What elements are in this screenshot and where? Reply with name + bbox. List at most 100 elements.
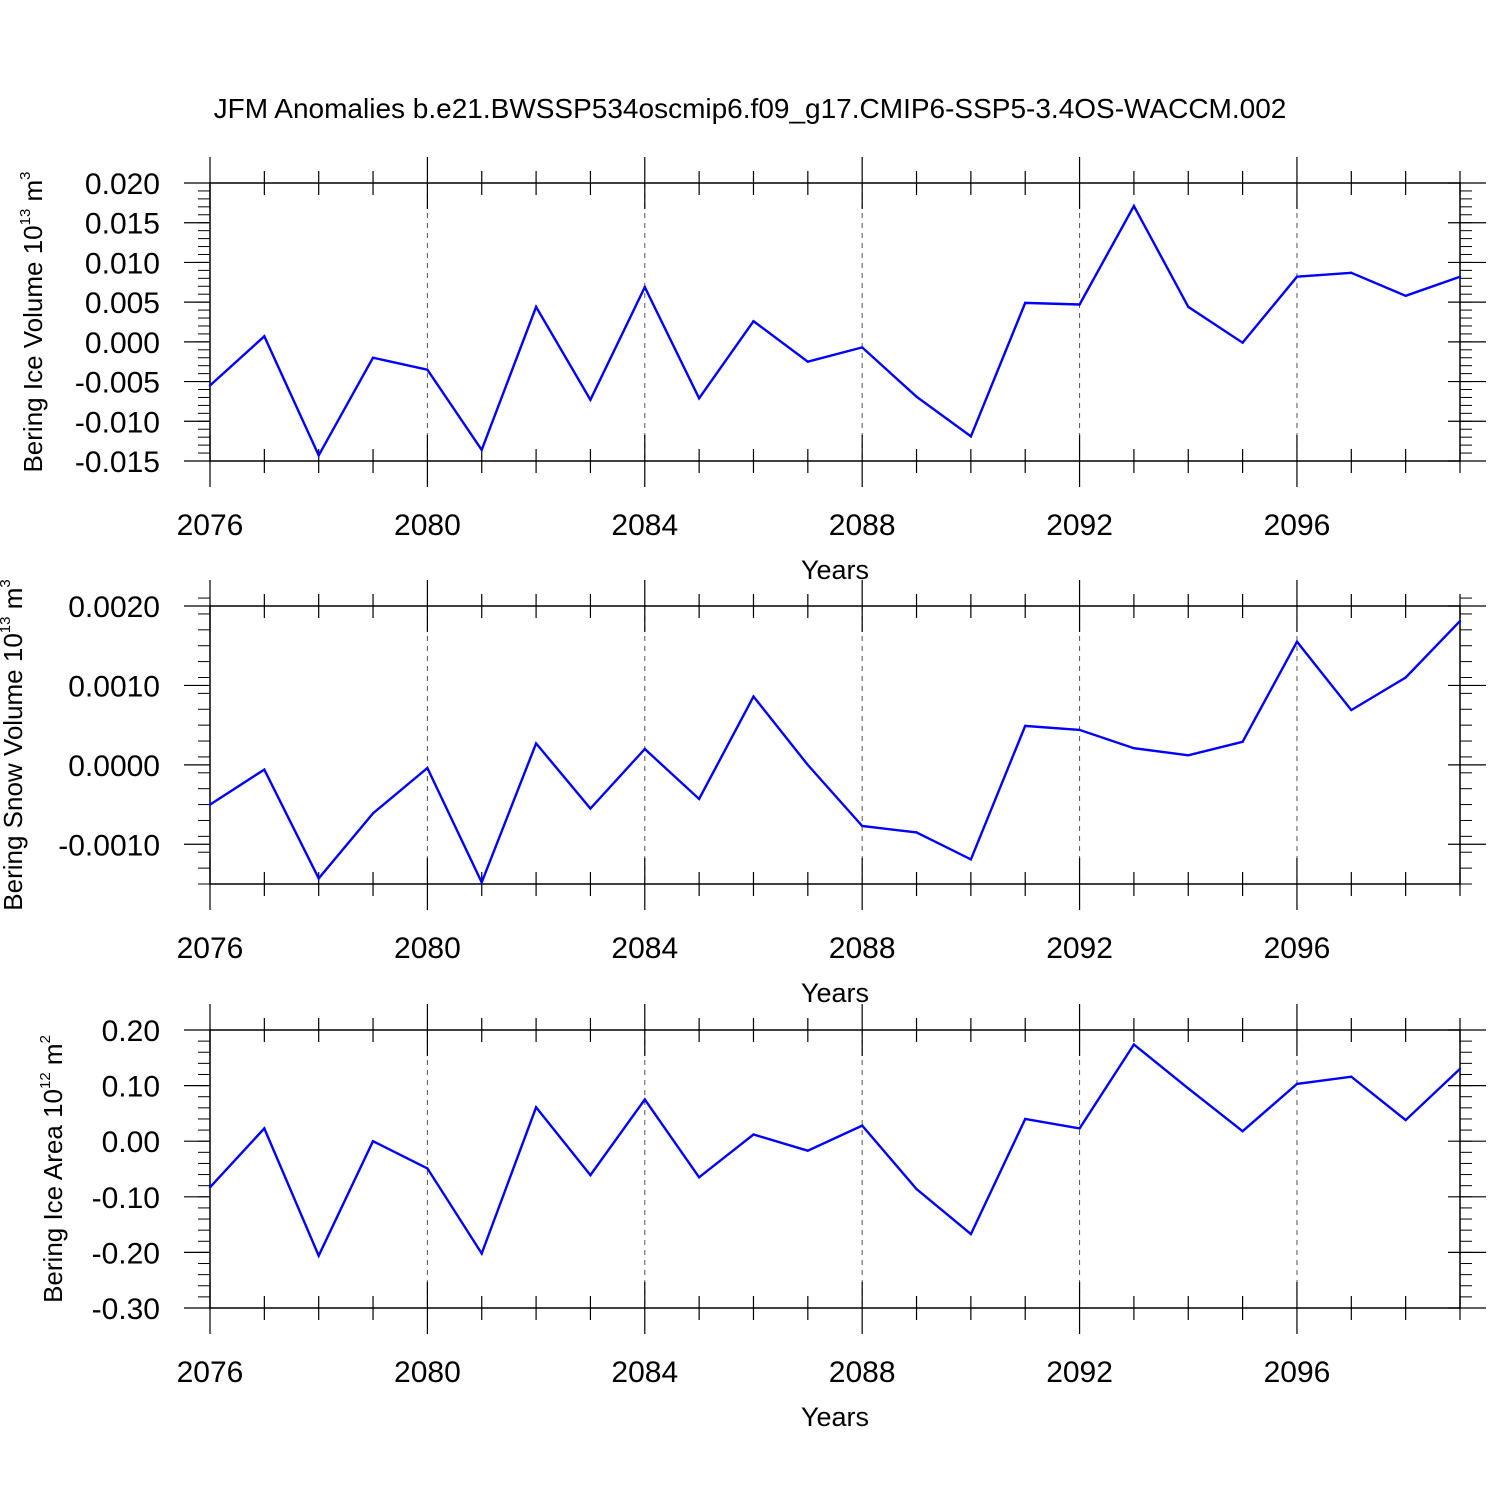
y-tick-label: 0.005 <box>85 287 160 320</box>
x-tick-label: 2076 <box>177 1356 244 1389</box>
data-point <box>1132 204 1136 208</box>
data-point <box>1187 754 1190 757</box>
data-point <box>263 768 266 771</box>
data-point <box>1241 1129 1244 1133</box>
data-point <box>1404 1118 1407 1122</box>
data-point <box>263 335 266 338</box>
y-tick-label: -0.30 <box>92 1293 160 1326</box>
data-point <box>371 1140 375 1143</box>
x-tick-label: 2096 <box>1264 1356 1331 1389</box>
data-point <box>1458 1067 1462 1071</box>
x-tick-label: 2080 <box>394 1356 461 1389</box>
y-tick-label: -0.015 <box>75 446 160 479</box>
data-point <box>752 695 755 698</box>
data-point <box>426 766 429 770</box>
x-tick-label: 2092 <box>1046 932 1113 965</box>
data-point <box>317 877 320 880</box>
plot-frame <box>209 605 1461 885</box>
series-line <box>209 1042 1461 1259</box>
data-point <box>1404 294 1407 297</box>
y-tick-label: 0.0000 <box>68 750 160 783</box>
y-tick-label: 0.0020 <box>68 591 160 624</box>
x-tick-label: 2096 <box>1264 509 1331 542</box>
data-point <box>589 807 592 810</box>
data-point <box>1132 746 1136 750</box>
x-tick-label: 2084 <box>611 509 678 542</box>
y-tick-label: -0.20 <box>92 1237 160 1270</box>
data-point <box>1350 1075 1353 1078</box>
y-tick-label: -0.005 <box>75 367 160 400</box>
data-point <box>752 320 755 323</box>
panel-ice-area: 2076 2080 2084 2088 2092 2096 Years -0.30 -0.20 -… <box>37 1004 1486 1432</box>
data-point <box>1187 305 1190 309</box>
data-point <box>480 881 483 884</box>
data-point <box>697 397 701 400</box>
y-tick-label: -0.0010 <box>58 829 160 862</box>
panels: 2076 2080 2084 2088 2092 2096 Years -0.015 -0.01… <box>0 157 1486 1432</box>
data-point <box>1241 740 1244 744</box>
data-point <box>915 1187 918 1191</box>
x-tick-label: 2076 <box>177 932 244 965</box>
x-tick-label: 2084 <box>611 932 678 965</box>
x-axis-label: Years <box>801 555 869 585</box>
x-tick-label: 2080 <box>394 932 461 965</box>
y-tick-label: 0.20 <box>102 1015 160 1048</box>
x-axis-label: Years <box>801 1402 869 1432</box>
data-point <box>969 435 973 438</box>
data-point <box>1241 341 1244 344</box>
series-line <box>209 620 1461 886</box>
y-tick-label: 0.000 <box>85 327 160 360</box>
series-line <box>209 203 1461 459</box>
x-tick-label: 2080 <box>394 509 461 542</box>
y-axis-label: Bering Snow Volume 1013 m3 <box>0 579 28 910</box>
data-point <box>317 454 320 457</box>
data-point <box>969 1232 973 1236</box>
data-point <box>860 1124 864 1127</box>
data-point <box>969 858 973 861</box>
data-point <box>426 1167 429 1170</box>
data-point <box>371 356 375 359</box>
y-tick-label: 0.0010 <box>68 670 160 703</box>
x-axis-label: Years <box>801 978 869 1008</box>
data-point <box>1024 1117 1027 1121</box>
data-point <box>589 1173 592 1177</box>
data-point <box>263 1127 266 1130</box>
y-tick-label: 0.010 <box>85 247 160 280</box>
y-axis-label: Bering Ice Volume 1013 m3 <box>17 171 48 472</box>
x-tick-label: 2092 <box>1046 1356 1113 1389</box>
x-tick-label: 2076 <box>177 509 244 542</box>
data-point <box>1404 676 1407 679</box>
data-point <box>860 824 864 828</box>
data-point <box>643 285 646 289</box>
plot-frame <box>209 1029 1461 1309</box>
data-point <box>534 1106 538 1109</box>
data-point <box>208 803 212 806</box>
data-point <box>752 1133 755 1136</box>
x-tick-label: 2088 <box>829 1356 896 1389</box>
data-point <box>643 747 646 751</box>
data-point <box>1458 275 1462 278</box>
data-point <box>1458 619 1462 623</box>
data-point <box>317 1254 320 1257</box>
x-tick-label: 2088 <box>829 509 896 542</box>
y-tick-label: -0.10 <box>92 1182 160 1215</box>
data-point <box>1187 1087 1190 1090</box>
plot-frame <box>209 182 1461 462</box>
data-point <box>1350 271 1353 274</box>
x-tick-label: 2092 <box>1046 509 1113 542</box>
y-tick-label: 0.10 <box>102 1071 160 1104</box>
data-point <box>1078 303 1081 306</box>
y-tick-label: 0.015 <box>85 208 160 241</box>
data-point <box>697 797 701 801</box>
data-point <box>1078 1127 1081 1130</box>
data-point <box>1078 728 1081 732</box>
panel-snow-volume: 2076 2080 2084 2088 2092 2096 Years -0.0010 0.00… <box>0 579 1486 1008</box>
data-point <box>534 305 538 309</box>
x-tick-label: 2096 <box>1264 932 1331 965</box>
y-tick-label: -0.010 <box>75 406 160 439</box>
data-point <box>208 384 212 387</box>
data-point <box>1024 724 1027 728</box>
data-point <box>806 763 810 767</box>
y-tick-label: 0.020 <box>85 168 160 201</box>
